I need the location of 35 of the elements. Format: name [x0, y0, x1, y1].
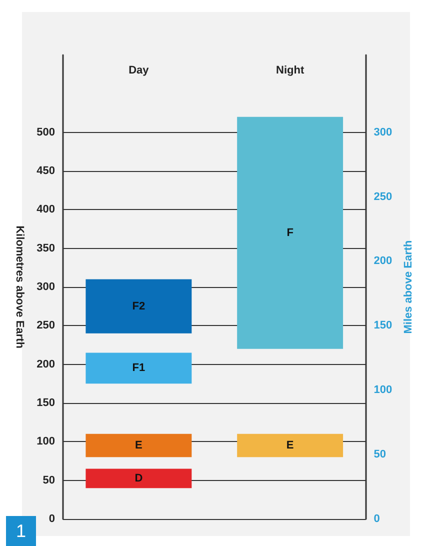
text: 1: [6, 516, 36, 546]
y-tick-label: 300: [36, 281, 55, 293]
y-tick-label: 150: [36, 397, 55, 409]
y-tick-label: 0: [48, 513, 55, 525]
y-tick-label: 400: [36, 204, 55, 216]
bar: [86, 468, 192, 488]
y2-axis-title: Miles above Earth: [402, 240, 414, 334]
y-tick-label: 500: [36, 126, 55, 138]
x-tick-label: Night: [276, 64, 304, 76]
y2-tick-label: 300: [374, 126, 392, 138]
y-tick-label: 100: [36, 436, 55, 448]
bar: [237, 116, 344, 349]
y-tick-label: 200: [36, 358, 55, 370]
series-label: F: [286, 226, 294, 239]
x-tick-label: Day: [128, 64, 150, 76]
y2-tick-label: 150: [374, 320, 392, 332]
bar: [237, 434, 344, 458]
bar: [86, 352, 192, 384]
y2-tick-label: 100: [374, 384, 392, 396]
y2-tick-label: 200: [374, 255, 392, 268]
y-tick-label: 350: [36, 242, 55, 254]
y2-tick-label: 250: [374, 190, 392, 203]
bar: [86, 434, 192, 458]
text: E: [286, 440, 294, 452]
y-axis-title: Kilometres above Earth: [14, 226, 26, 349]
series-label: F2: [132, 300, 146, 312]
y-tick-label: 50: [42, 474, 55, 486]
y-tick-label: 250: [36, 320, 55, 332]
y2-tick-label: 50: [374, 448, 386, 461]
bar: [86, 279, 192, 334]
y2-tick-label: 0: [374, 513, 380, 525]
series-label: E: [135, 440, 142, 452]
series-label: F1: [132, 362, 146, 374]
y-tick-label: 450: [36, 165, 55, 177]
series-label: D: [134, 472, 143, 484]
